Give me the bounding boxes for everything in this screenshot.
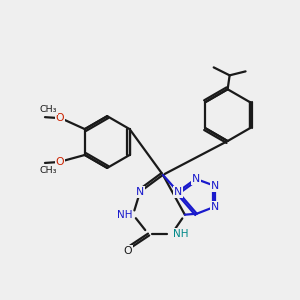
Text: O: O [56,157,64,167]
Text: N: N [211,202,219,212]
Text: CH₃: CH₃ [39,167,57,176]
Text: N: N [174,187,182,197]
Text: O: O [124,245,132,256]
Text: NH: NH [173,229,188,238]
Text: N: N [211,181,219,191]
Text: N: N [192,174,200,184]
Text: CH₃: CH₃ [39,105,57,114]
Text: NH: NH [117,210,132,220]
Text: O: O [56,113,64,123]
Text: N: N [136,187,144,197]
